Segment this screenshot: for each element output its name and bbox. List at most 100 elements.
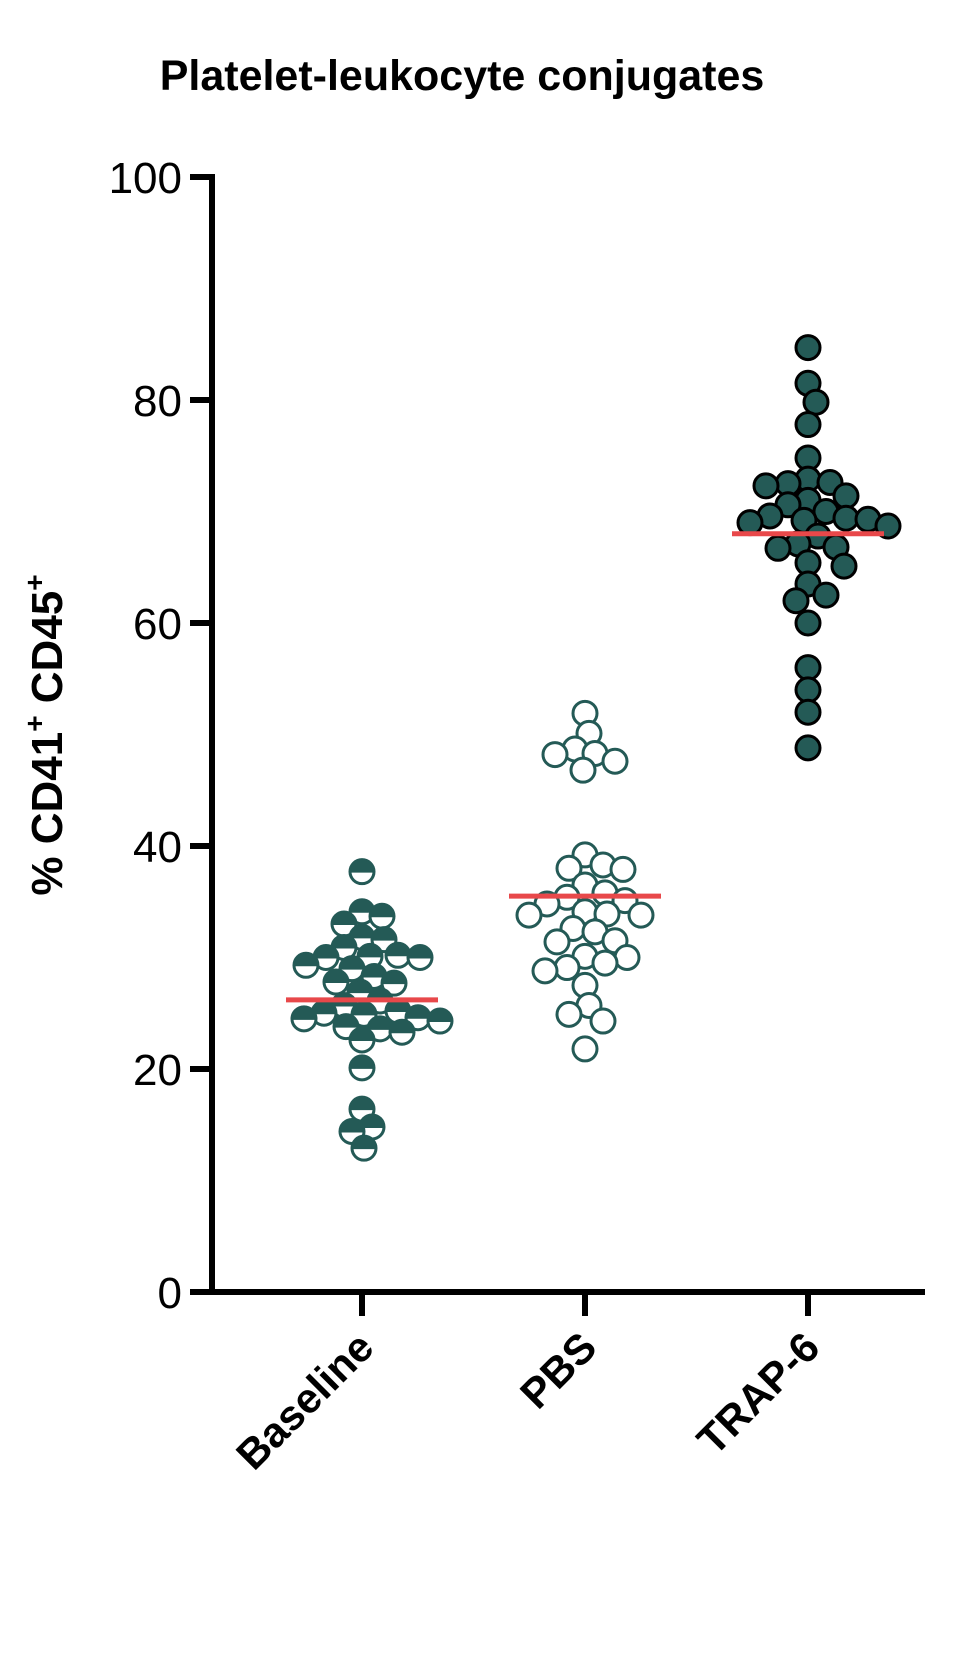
point-circle (627, 901, 655, 929)
data-point-trap-6 (794, 734, 822, 762)
point-circle (531, 957, 559, 985)
point-circle (541, 741, 569, 769)
data-point-baseline (406, 944, 434, 971)
data-point-trap-6 (736, 509, 764, 537)
data-point-trap-6 (794, 334, 822, 362)
data-point-pbs (591, 949, 619, 977)
data-point-baseline (426, 1007, 454, 1035)
data-point-baseline (292, 951, 320, 979)
data-point-pbs (569, 756, 597, 784)
point-circle (515, 901, 543, 929)
point-top-half (314, 946, 338, 959)
point-top-half (350, 900, 374, 913)
x-tick-label: PBS (511, 1323, 605, 1417)
point-top-half (406, 1006, 430, 1019)
data-point-baseline (388, 1018, 416, 1046)
data-point-trap-6 (832, 482, 860, 510)
point-circle (830, 552, 858, 580)
data-point-pbs (541, 741, 569, 769)
point-top-half (352, 1137, 376, 1150)
data-points (290, 334, 902, 1162)
point-top-half (350, 1029, 374, 1042)
data-point-trap-6 (812, 581, 840, 609)
point-circle (794, 654, 822, 682)
point-top-half (382, 972, 406, 985)
data-point-pbs (601, 747, 629, 775)
point-circle (794, 609, 822, 637)
data-point-pbs (543, 928, 571, 956)
point-top-half (358, 945, 382, 958)
point-top-half (324, 971, 348, 984)
point-top-half (370, 905, 394, 918)
data-point-baseline (384, 941, 412, 969)
point-top-half (350, 1098, 374, 1111)
data-point-trap-6 (782, 587, 810, 615)
point-circle (812, 581, 840, 609)
x-tick-label: TRAP-6 (688, 1323, 828, 1463)
point-top-half (428, 1010, 452, 1023)
point-circle (613, 944, 641, 971)
point-circle (764, 534, 792, 562)
point-circle (794, 676, 822, 704)
y-tick-label: 0 (158, 1269, 182, 1318)
point-circle (569, 756, 597, 784)
data-point-trap-6 (764, 534, 792, 562)
point-top-half (386, 944, 410, 957)
data-point-baseline (290, 1005, 318, 1033)
point-top-half (292, 1007, 316, 1020)
data-point-baseline (348, 858, 376, 886)
y-tick-label: 40 (133, 823, 182, 872)
data-point-baseline (348, 1026, 376, 1054)
point-circle (589, 1007, 617, 1035)
point-circle (794, 698, 822, 726)
data-point-trap-6 (794, 411, 822, 439)
data-point-baseline (330, 910, 358, 938)
data-point-trap-6 (802, 388, 830, 416)
point-top-half (360, 1115, 384, 1128)
data-point-trap-6 (832, 504, 860, 532)
point-top-half (294, 954, 318, 967)
data-point-baseline (368, 902, 396, 930)
point-top-half (390, 1021, 414, 1034)
data-point-pbs (555, 854, 583, 882)
point-circle (794, 734, 822, 762)
y-tick-label: 80 (133, 377, 182, 426)
point-circle (794, 411, 822, 439)
point-circle (609, 855, 637, 883)
point-top-half (332, 913, 356, 926)
point-top-half (340, 957, 364, 970)
data-point-baseline (360, 962, 388, 990)
data-point-pbs (609, 855, 637, 883)
point-circle (752, 472, 780, 500)
data-point-pbs (589, 1007, 617, 1035)
point-top-half (408, 946, 432, 959)
point-top-half (312, 1002, 336, 1015)
point-top-half (334, 1015, 358, 1028)
data-point-baseline (380, 969, 408, 997)
point-top-half (340, 1120, 364, 1133)
y-tick-label: 20 (133, 1046, 182, 1095)
point-top-half (350, 926, 374, 939)
data-point-baseline (348, 1054, 376, 1082)
data-point-trap-6 (794, 698, 822, 726)
point-top-half (332, 936, 356, 949)
point-circle (802, 388, 830, 416)
y-tick-label: 60 (133, 600, 182, 649)
y-axis-label: % CD41+ CD45+ (19, 574, 72, 895)
point-circle (571, 1035, 599, 1063)
point-circle (782, 587, 810, 615)
point-circle (543, 928, 571, 956)
data-point-pbs (571, 1035, 599, 1063)
data-point-pbs (627, 901, 655, 929)
data-point-baseline (322, 968, 350, 996)
point-top-half (386, 1000, 410, 1013)
median-lines (286, 531, 884, 1003)
data-point-pbs (515, 901, 543, 929)
y-tick-label: 100 (109, 154, 182, 203)
data-point-trap-6 (794, 654, 822, 682)
data-point-pbs (613, 944, 641, 971)
point-top-half (352, 1003, 376, 1016)
point-top-half (350, 860, 374, 873)
point-top-half (362, 965, 386, 978)
